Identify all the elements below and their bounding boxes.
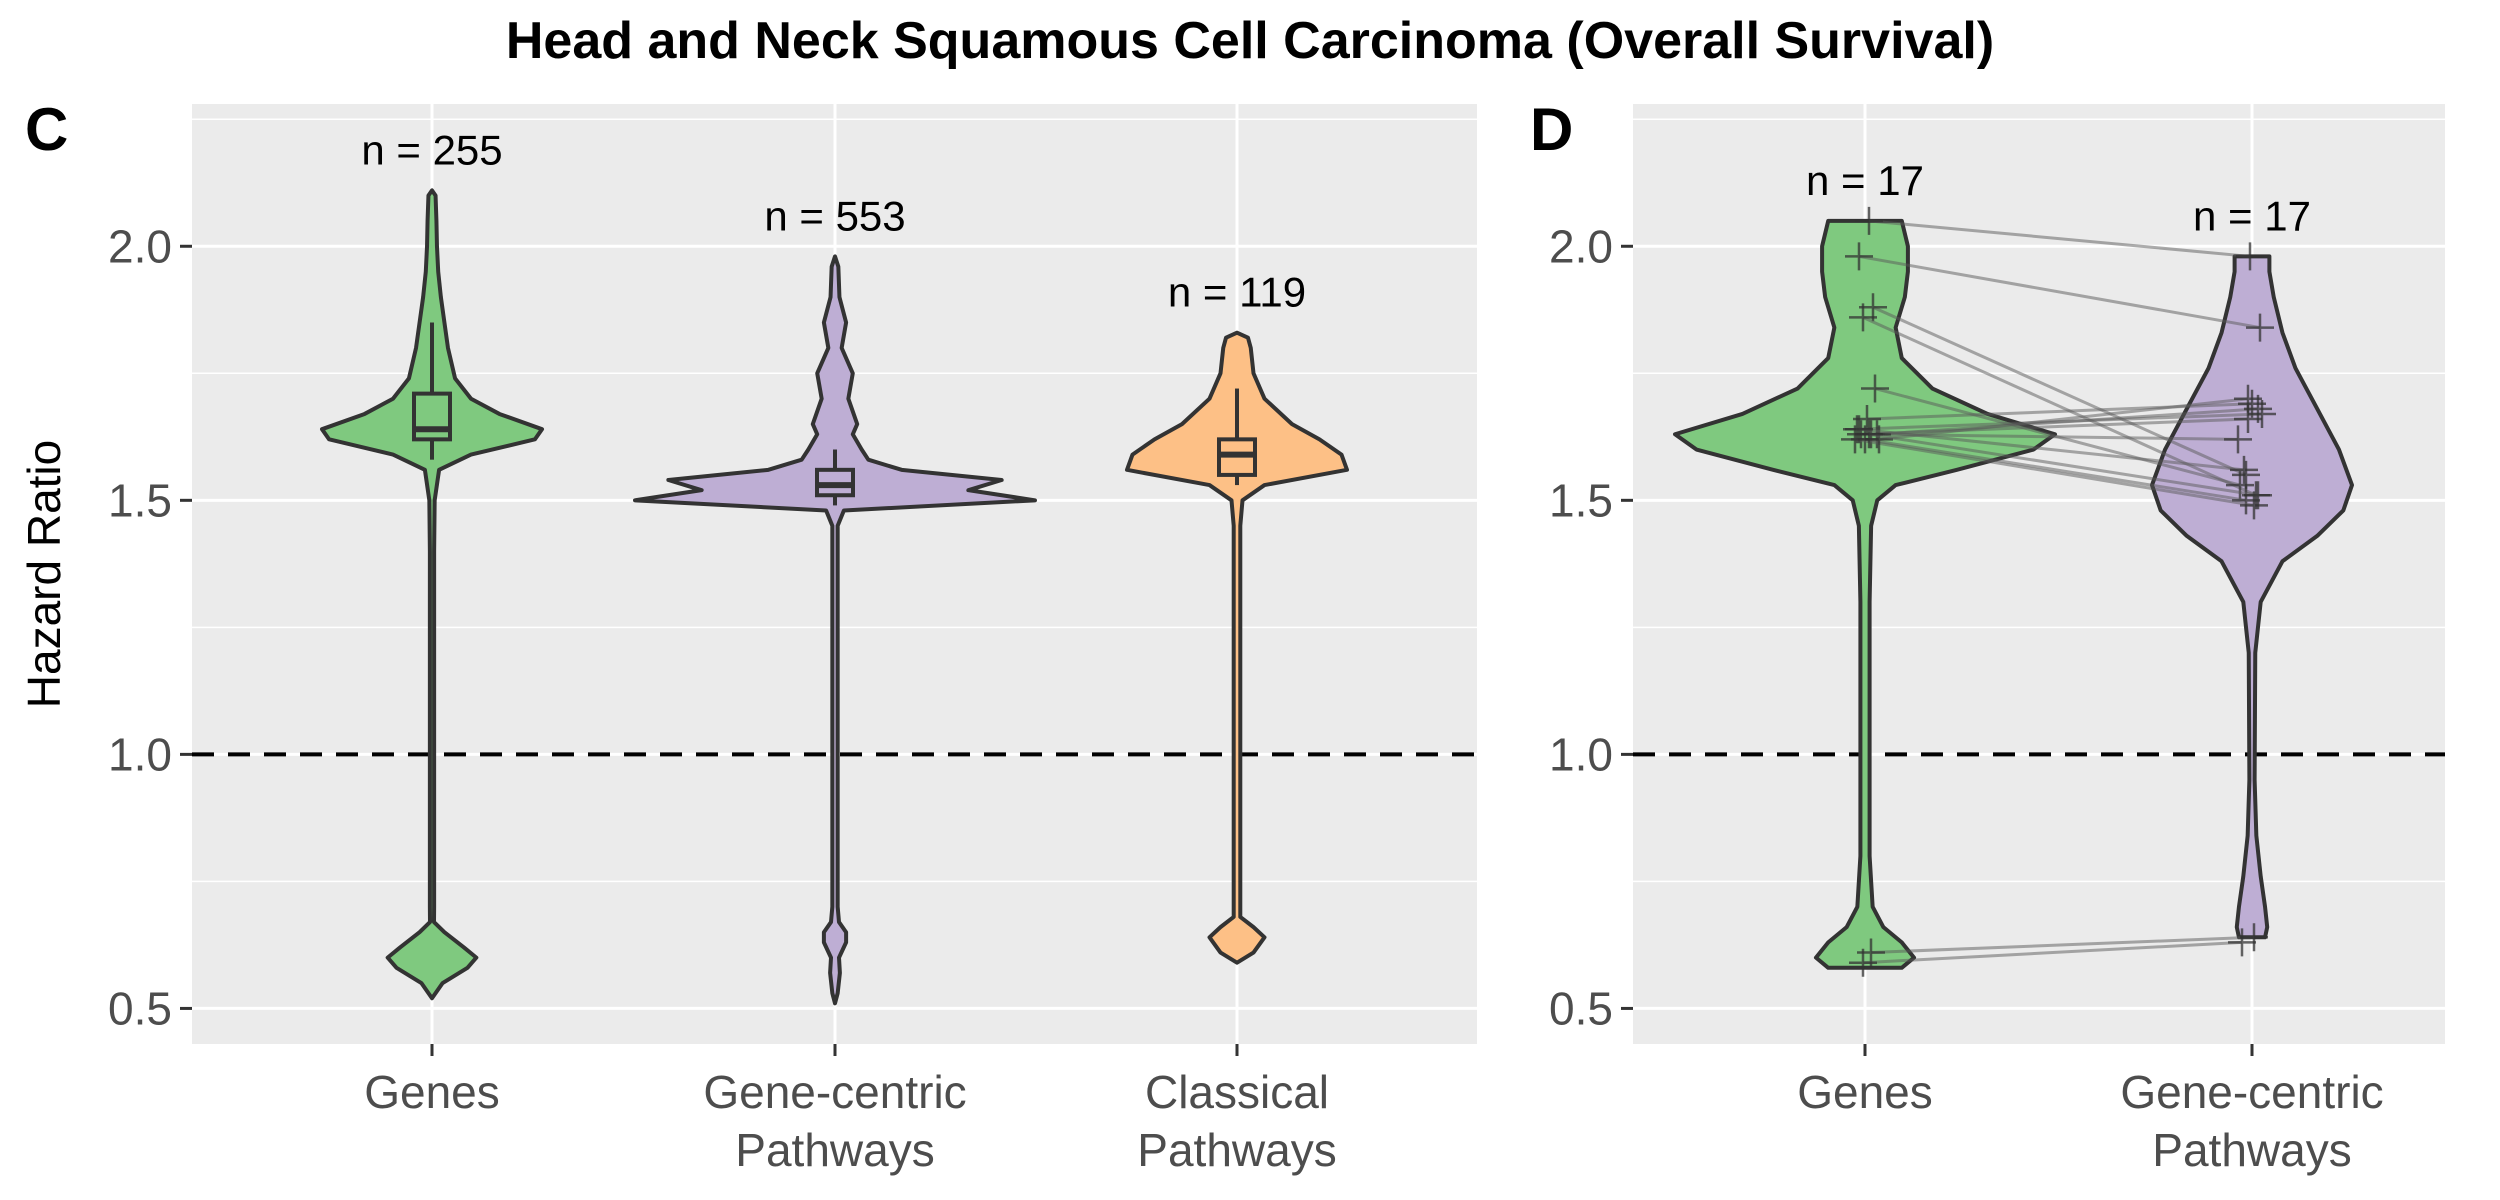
data-point — [1845, 242, 1873, 271]
pair-line — [1878, 397, 2249, 441]
pair-line — [1876, 407, 2259, 436]
y-tick-label: 1.0 — [108, 728, 172, 780]
n-label: n = 17 — [2193, 192, 2311, 239]
data-point — [2224, 425, 2252, 454]
n-label: n = 17 — [1806, 157, 1924, 204]
x-tick-label: Genes — [1797, 1066, 1933, 1118]
data-point — [1849, 303, 1877, 332]
x-tick-label: Gene-centric — [703, 1066, 966, 1118]
y-tick-label: 2.0 — [108, 220, 172, 272]
data-point — [2248, 399, 2276, 428]
pair-line — [1858, 427, 2245, 472]
y-tick-label: 1.0 — [1549, 728, 1613, 780]
data-point — [1861, 374, 1889, 403]
pair-line — [1870, 935, 2255, 955]
panel-c-marks — [192, 188, 1477, 1006]
data-point — [2230, 455, 2258, 484]
panel-d-letter: D — [1530, 96, 1573, 163]
y-tick-label: 1.5 — [108, 474, 172, 526]
panel-d-marks — [1633, 206, 2445, 977]
x-tick-label: Pathways — [735, 1124, 934, 1176]
n-label: n = 119 — [1168, 269, 1306, 316]
y-tick-label: 0.5 — [1549, 982, 1613, 1034]
data-point — [2228, 928, 2256, 957]
panel-c-x-tick-labels: Genes Gene-centric Pathways Classical Pathwa… — [364, 1044, 1337, 1176]
y-tick-label: 1.5 — [1549, 474, 1613, 526]
pair-line — [1868, 219, 2251, 258]
data-point — [2232, 486, 2260, 515]
boxplot-box — [412, 391, 452, 442]
data-point — [2240, 923, 2268, 952]
data-point — [2234, 384, 2262, 413]
panel-d-x-tick-labels: Genes Gene-centric Pathways — [1797, 1044, 2384, 1176]
x-tick-label: Pathways — [2152, 1124, 2351, 1176]
panel-c-y-tick-labels: 0.5 1.0 1.5 2.0 — [108, 220, 192, 1034]
pair-line — [1858, 254, 2261, 330]
panel-d: D 0.5 1.0 1.5 2.0 Genes Gene-centric Pathways… — [1530, 96, 2445, 1176]
x-tick-label: Classical — [1145, 1066, 1329, 1118]
data-point — [2236, 242, 2264, 271]
panel-c: C Hazard Ratio 0.5 1.0 1.5 2.0 Genes Gene-ce… — [18, 96, 1477, 1176]
pair-line — [1864, 437, 2247, 502]
violin-gene-centric-pathways — [633, 254, 1037, 1006]
data-point — [1849, 948, 1877, 977]
panel-d-y-tick-labels: 0.5 1.0 1.5 2.0 — [1549, 220, 1633, 1034]
n-label: n = 553 — [764, 192, 905, 239]
pair-line — [1870, 432, 2239, 441]
panel-c-n-labels: n = 255 n = 553 n = 119 — [361, 126, 1306, 315]
data-point — [2226, 471, 2254, 500]
pair-line — [1872, 305, 2247, 477]
violin-genes — [320, 188, 544, 1001]
y-tick-label: 0.5 — [108, 982, 172, 1034]
pair-line — [1862, 940, 2243, 965]
x-tick-label: Gene-centric — [2120, 1066, 2383, 1118]
x-tick-label: Genes — [364, 1066, 500, 1118]
data-point — [2246, 313, 2274, 342]
data-point — [2244, 481, 2272, 510]
paired-points — [1841, 206, 2276, 977]
data-point — [1855, 206, 1883, 235]
chart-title: Head and Neck Squamous Cell Carcinoma (O… — [506, 12, 1994, 70]
y-axis-title: Hazard Ratio — [18, 440, 70, 708]
x-tick-label: Pathways — [1137, 1124, 1336, 1176]
n-label: n = 255 — [361, 126, 502, 173]
y-tick-label: 2.0 — [1549, 220, 1613, 272]
pair-line — [1854, 437, 2255, 507]
data-point — [1845, 415, 1873, 444]
panel-c-letter: C — [25, 96, 68, 163]
panel-d-background — [1633, 104, 2445, 1044]
pair-line — [1868, 432, 2259, 497]
violin-classical-pathways — [1125, 330, 1349, 965]
panel-d-n-labels: n = 17 n = 17 — [1806, 157, 2311, 240]
